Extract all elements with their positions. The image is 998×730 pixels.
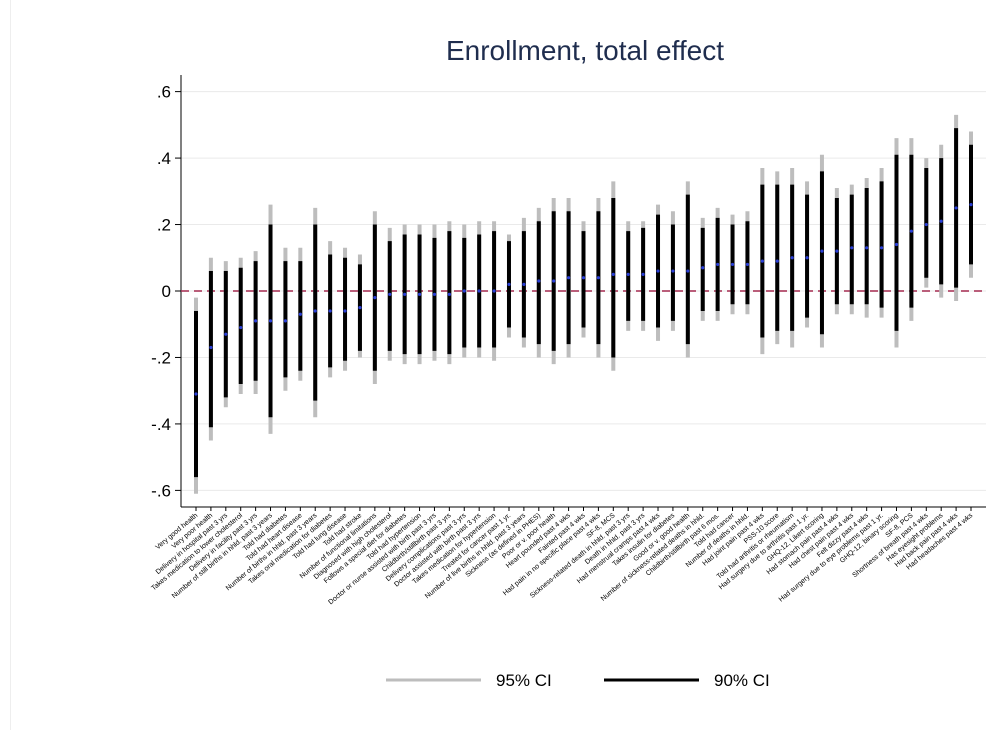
point-estimate [373, 296, 377, 300]
point-estimate [328, 309, 332, 313]
point-estimate [566, 276, 571, 280]
point-estimate [730, 262, 735, 267]
point-estimate [894, 242, 899, 247]
point-estimate [760, 259, 764, 263]
point-estimate [552, 279, 556, 283]
point-estimate [209, 345, 213, 350]
point-estimate [835, 249, 839, 253]
point-estimate [358, 306, 362, 310]
point-estimate [343, 309, 347, 313]
point-estimate [850, 246, 854, 250]
chart-frame: Enrollment, total effect -.6 -.4 -.2 0 .2 .4.… [10, 0, 998, 730]
point-estimate [865, 246, 869, 250]
legend-label: 95% CI [496, 671, 552, 690]
point-estimate [701, 266, 705, 270]
point-estimate [775, 259, 779, 263]
point-estimate [820, 249, 824, 253]
point-estimate [686, 269, 690, 273]
y-tick-label: -.6 [151, 481, 171, 500]
legend-label: 90% CI [714, 671, 770, 690]
point-estimate [656, 269, 660, 273]
point-estimate [268, 319, 273, 323]
point-estimate [879, 246, 884, 250]
point-estimate [790, 256, 794, 260]
point-estimate [626, 272, 630, 276]
point-estimate [671, 269, 675, 273]
coefficient-plot: Enrollment, total effect -.6 -.4 -.2 0 .2 .4.… [150, 35, 986, 690]
point-estimate [239, 325, 243, 330]
point-estimate [388, 292, 392, 296]
point-estimate [417, 292, 422, 296]
y-tick-label: -.4 [151, 415, 171, 434]
chart-title: Enrollment, total effect [446, 35, 724, 66]
point-estimate [641, 272, 645, 276]
y-tick-label: -.2 [151, 348, 171, 367]
point-estimate [611, 272, 615, 276]
point-estimate [909, 229, 913, 233]
y-tick-label: .2 [157, 216, 171, 235]
point-estimate [939, 219, 943, 223]
point-estimate [596, 276, 601, 280]
point-estimate [924, 222, 928, 227]
legend: 95% CI 90% CI [386, 671, 770, 690]
point-estimate [522, 282, 526, 286]
y-tick-label: .4 [157, 149, 171, 168]
point-estimate [462, 289, 466, 293]
point-estimate [805, 256, 809, 260]
point-estimate [254, 319, 258, 323]
point-estimate [492, 289, 496, 293]
point-estimate [224, 332, 228, 336]
y-tick-label: .6 [157, 83, 171, 102]
point-estimate [581, 276, 586, 280]
point-estimate [477, 289, 481, 293]
point-estimate [283, 319, 288, 323]
point-estimate [969, 203, 973, 207]
point-estimate [447, 292, 451, 296]
point-estimate [537, 279, 541, 283]
y-tick-label: 0 [162, 282, 171, 301]
point-estimate [716, 262, 720, 267]
point-estimate [194, 392, 198, 396]
point-estimate [432, 292, 437, 296]
point-estimate [298, 312, 302, 316]
point-estimate [745, 262, 750, 267]
point-estimate [507, 282, 511, 286]
point-estimate [313, 309, 317, 313]
point-estimate [403, 292, 407, 296]
point-estimate [954, 206, 958, 210]
